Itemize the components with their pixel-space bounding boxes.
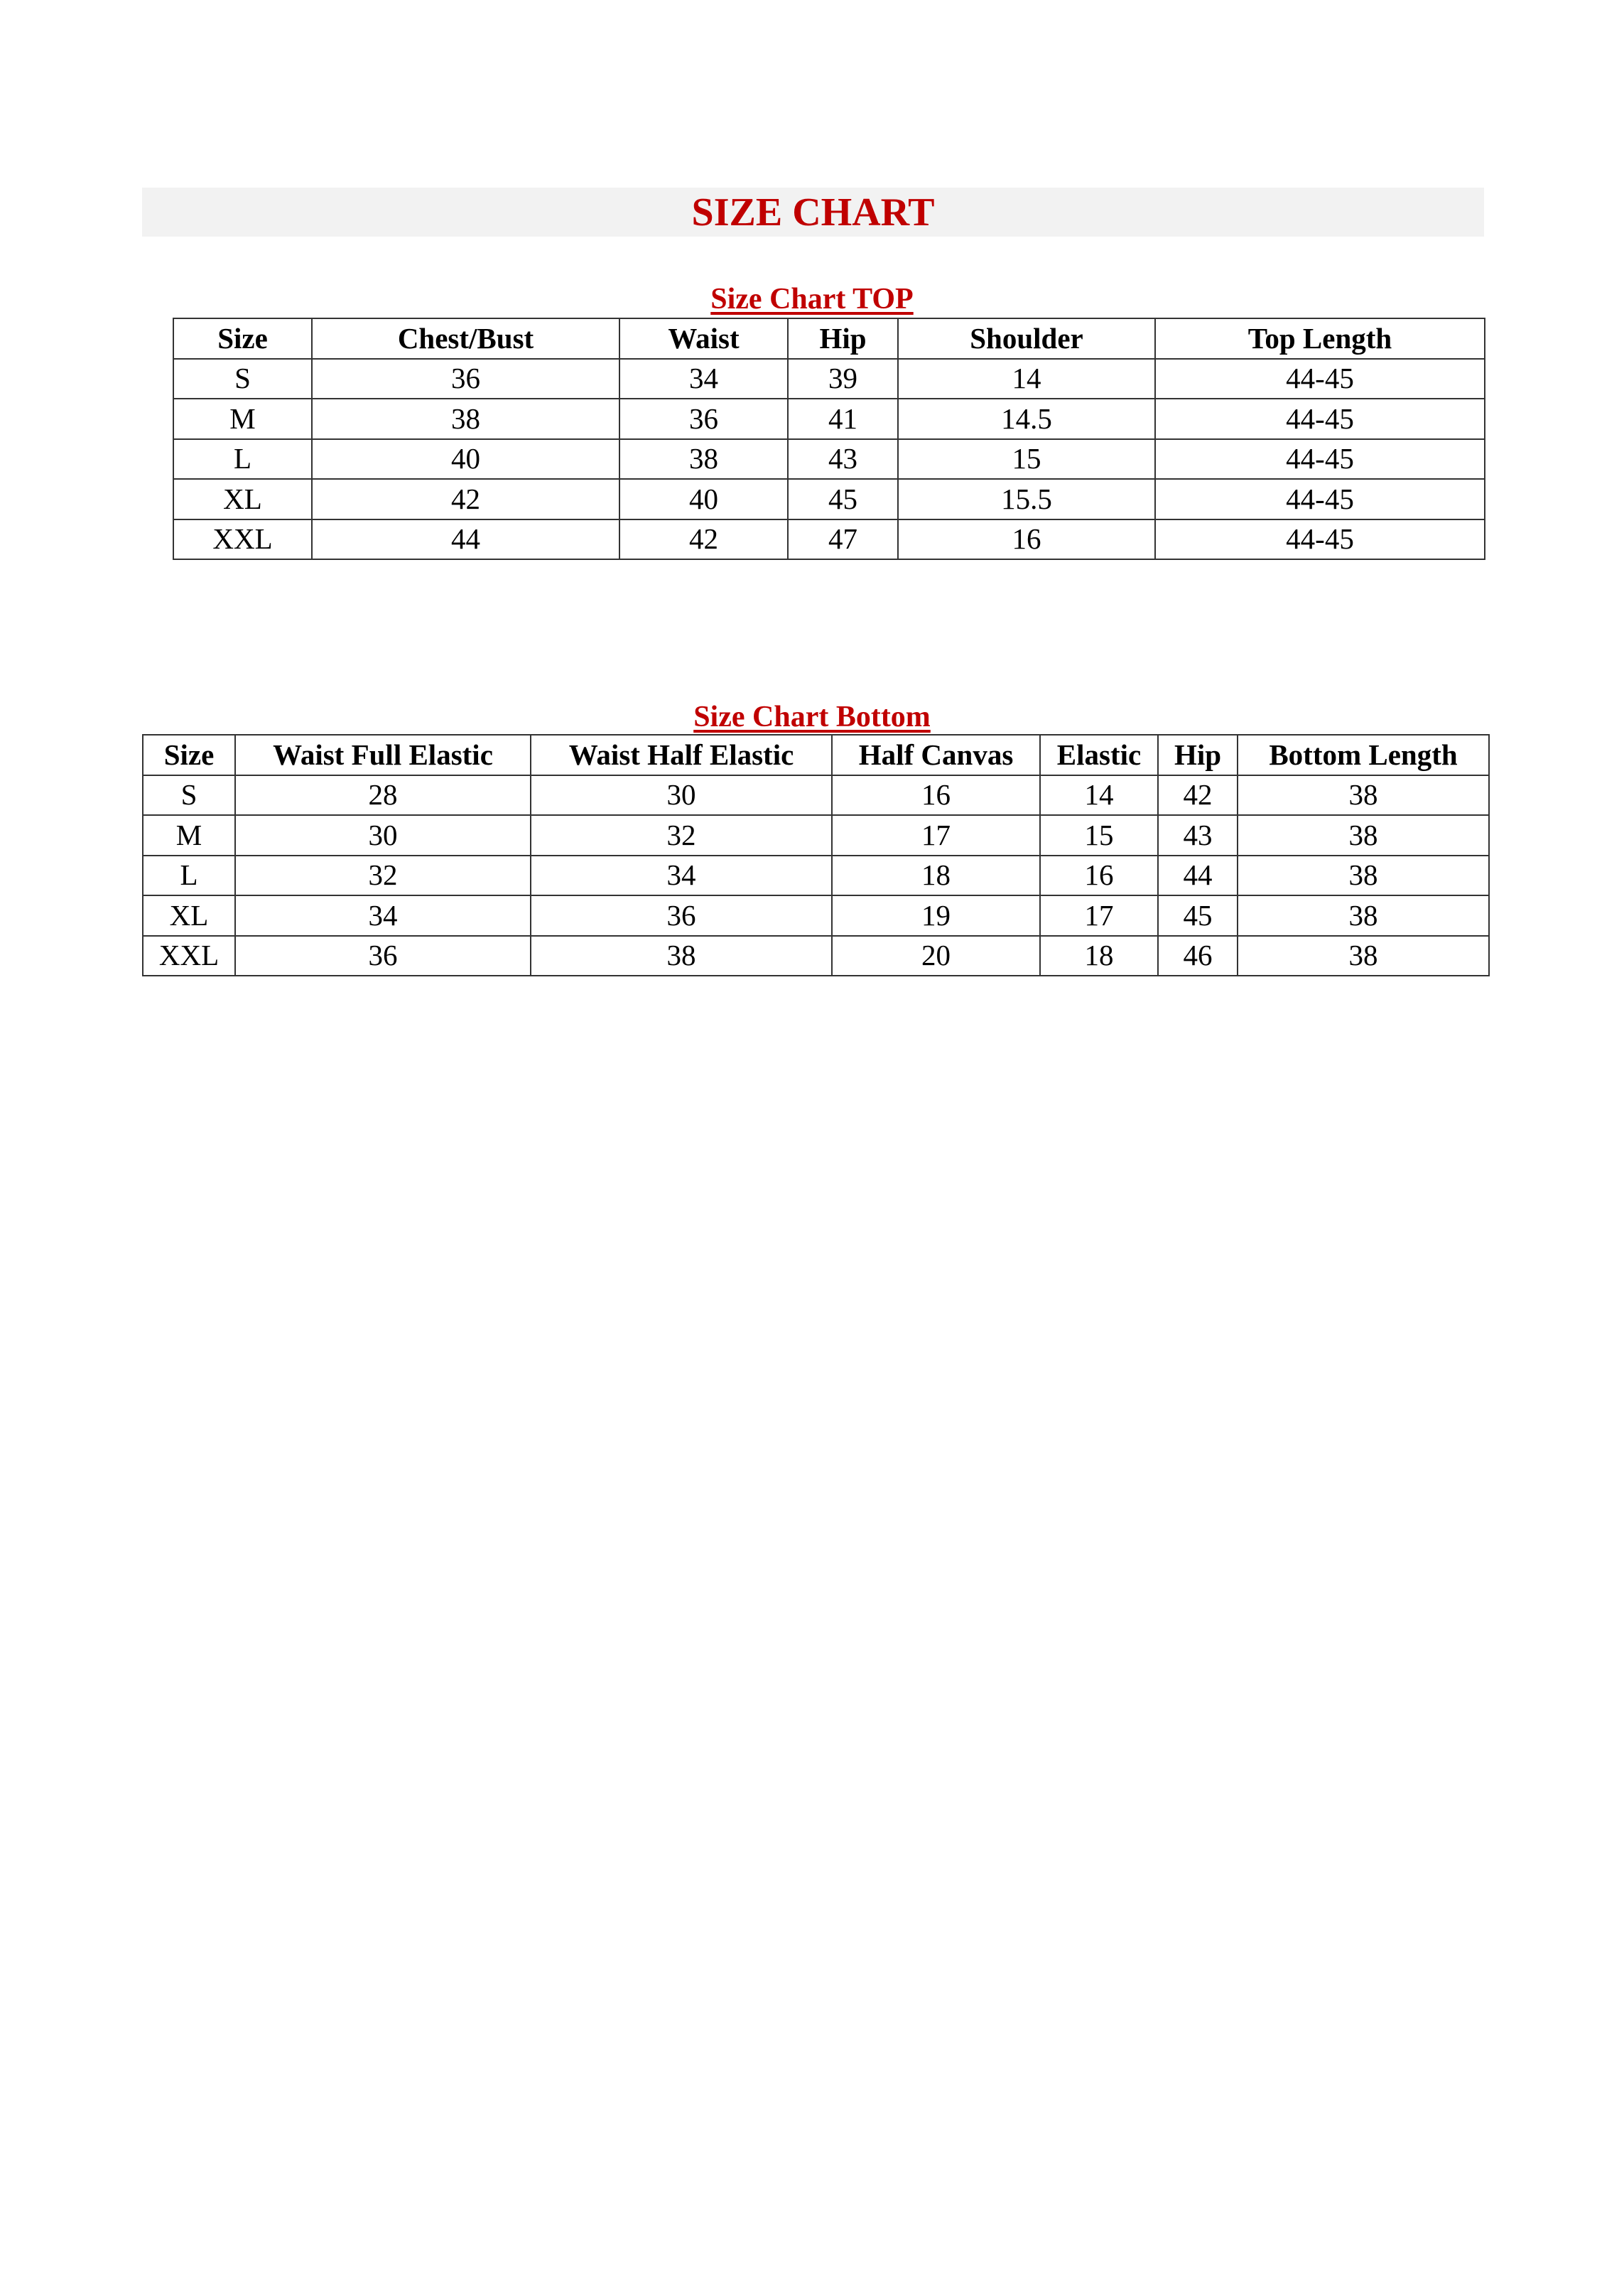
table-cell: L — [142, 854, 236, 896]
table-cell: 32 — [234, 854, 531, 896]
table-cell: 38 — [1237, 774, 1490, 816]
table-header-row: Size Chest/Bust Waist Hip Shoulder Top Length — [173, 318, 1485, 360]
table-cell: 14 — [897, 357, 1156, 399]
column-header: Elastic — [1039, 734, 1159, 776]
table-cell: 32 — [530, 814, 833, 856]
table-row: XXL 36 38 20 18 46 38 — [142, 934, 1490, 976]
table-cell: 34 — [619, 357, 789, 399]
table-cell: 38 — [530, 934, 833, 976]
table-row: XL 34 36 19 17 45 38 — [142, 895, 1490, 937]
table-cell: 41 — [787, 398, 899, 440]
title-bar: SIZE CHART — [142, 188, 1484, 237]
bottom-chart-heading: Size Chart Bottom — [0, 702, 1624, 732]
table-cell: M — [173, 398, 313, 440]
table-cell: 39 — [787, 357, 899, 399]
table-cell: 28 — [234, 774, 531, 816]
top-chart-heading-text: Size Chart TOP — [710, 283, 914, 316]
table-cell: 34 — [530, 854, 833, 896]
table-row: S 28 30 16 14 42 38 — [142, 774, 1490, 816]
column-header: Hip — [1157, 734, 1238, 776]
table-cell: XXL — [142, 934, 236, 976]
bottom-chart-heading-text: Size Chart Bottom — [693, 701, 931, 733]
table-cell: 36 — [311, 357, 620, 399]
table-cell: 43 — [787, 438, 899, 480]
table-cell: 45 — [787, 478, 899, 520]
table-cell: 38 — [1237, 895, 1490, 937]
page-title: SIZE CHART — [691, 190, 935, 235]
column-header: Hip — [787, 318, 899, 360]
table-cell: 44 — [1157, 854, 1238, 896]
column-header: Waist — [619, 318, 789, 360]
top-size-table: Size Chest/Bust Waist Hip Shoulder Top Length… — [173, 318, 1485, 560]
table-cell: 15.5 — [897, 478, 1156, 520]
table-cell: 45 — [1157, 895, 1238, 937]
column-header: Waist Half Elastic — [530, 734, 833, 776]
table-cell: 38 — [311, 398, 620, 440]
table-cell: 15 — [1039, 814, 1159, 856]
column-header: Size — [142, 734, 236, 776]
table-cell: 18 — [831, 854, 1041, 896]
table-cell: XL — [142, 895, 236, 937]
table-row: M 38 36 41 14.5 44-45 — [173, 398, 1485, 440]
table-cell: 16 — [1039, 854, 1159, 896]
table-cell: XL — [173, 478, 313, 520]
table-row: M 30 32 17 15 43 38 — [142, 814, 1490, 856]
table-cell: 44-45 — [1154, 357, 1485, 399]
table-cell: 44-45 — [1154, 518, 1485, 560]
table-cell: 42 — [1157, 774, 1238, 816]
table-cell: 40 — [311, 438, 620, 480]
column-header: Chest/Bust — [311, 318, 620, 360]
table-row: S 36 34 39 14 44-45 — [173, 357, 1485, 399]
table-cell: 38 — [1237, 934, 1490, 976]
table-cell: 30 — [530, 774, 833, 816]
table-cell: 47 — [787, 518, 899, 560]
table-cell: XXL — [173, 518, 313, 560]
top-chart-heading: Size Chart TOP — [0, 284, 1624, 314]
table-cell: 17 — [1039, 895, 1159, 937]
table-row: XXL 44 42 47 16 44-45 — [173, 518, 1485, 560]
table-header-row: Size Waist Full Elastic Waist Half Elastic… — [142, 734, 1490, 776]
table-cell: 36 — [234, 934, 531, 976]
table-cell: 15 — [897, 438, 1156, 480]
column-header: Shoulder — [897, 318, 1156, 360]
table-cell: 14.5 — [897, 398, 1156, 440]
table-cell: 44 — [311, 518, 620, 560]
table-row: L 32 34 18 16 44 38 — [142, 854, 1490, 896]
table-cell: L — [173, 438, 313, 480]
table-cell: 38 — [1237, 814, 1490, 856]
table-cell: 17 — [831, 814, 1041, 856]
table-cell: M — [142, 814, 236, 856]
column-header: Top Length — [1154, 318, 1485, 360]
table-cell: 16 — [831, 774, 1041, 816]
table-cell: 14 — [1039, 774, 1159, 816]
column-header: Waist Full Elastic — [234, 734, 531, 776]
table-cell: 40 — [619, 478, 789, 520]
table-row: XL 42 40 45 15.5 44-45 — [173, 478, 1485, 520]
bottom-size-table: Size Waist Full Elastic Waist Half Elastic… — [142, 734, 1490, 976]
table-cell: 43 — [1157, 814, 1238, 856]
table-cell: 44-45 — [1154, 398, 1485, 440]
table-cell: 20 — [831, 934, 1041, 976]
column-header: Size — [173, 318, 313, 360]
column-header: Bottom Length — [1237, 734, 1490, 776]
table-cell: 34 — [234, 895, 531, 937]
table-cell: 19 — [831, 895, 1041, 937]
column-header: Half Canvas — [831, 734, 1041, 776]
table-cell: 30 — [234, 814, 531, 856]
table-cell: S — [142, 774, 236, 816]
table-cell: 16 — [897, 518, 1156, 560]
table-cell: 42 — [311, 478, 620, 520]
table-cell: S — [173, 357, 313, 399]
table-cell: 46 — [1157, 934, 1238, 976]
table-cell: 44-45 — [1154, 438, 1485, 480]
table-cell: 18 — [1039, 934, 1159, 976]
table-row: L 40 38 43 15 44-45 — [173, 438, 1485, 480]
table-cell: 44-45 — [1154, 478, 1485, 520]
table-cell: 38 — [619, 438, 789, 480]
table-cell: 36 — [619, 398, 789, 440]
table-cell: 36 — [530, 895, 833, 937]
table-cell: 38 — [1237, 854, 1490, 896]
table-cell: 42 — [619, 518, 789, 560]
